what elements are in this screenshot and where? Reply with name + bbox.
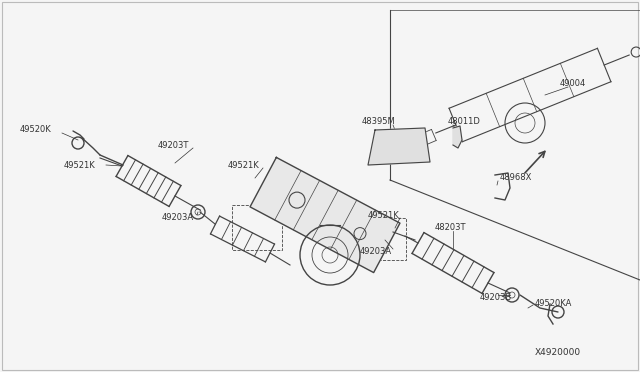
- Text: 48011D: 48011D: [448, 118, 481, 126]
- Polygon shape: [250, 157, 400, 273]
- Text: 49203B: 49203B: [480, 294, 512, 302]
- Text: 48968X: 48968X: [500, 173, 532, 183]
- Text: 49520K: 49520K: [20, 125, 52, 135]
- Text: 49521K: 49521K: [64, 160, 96, 170]
- Text: 49521K: 49521K: [228, 160, 260, 170]
- Polygon shape: [453, 126, 462, 148]
- Bar: [358, 218, 406, 260]
- Text: 49004: 49004: [560, 78, 586, 87]
- Text: 48395M: 48395M: [362, 118, 396, 126]
- Polygon shape: [368, 128, 430, 165]
- Text: 49203A: 49203A: [162, 214, 194, 222]
- Text: 48203T: 48203T: [435, 224, 467, 232]
- Text: X4920000: X4920000: [535, 348, 581, 357]
- Bar: [232, 205, 282, 250]
- Text: 49521K: 49521K: [368, 211, 400, 219]
- Text: 49203A: 49203A: [360, 247, 392, 257]
- Text: 49203T: 49203T: [158, 141, 189, 150]
- Text: 49520KA: 49520KA: [535, 298, 572, 308]
